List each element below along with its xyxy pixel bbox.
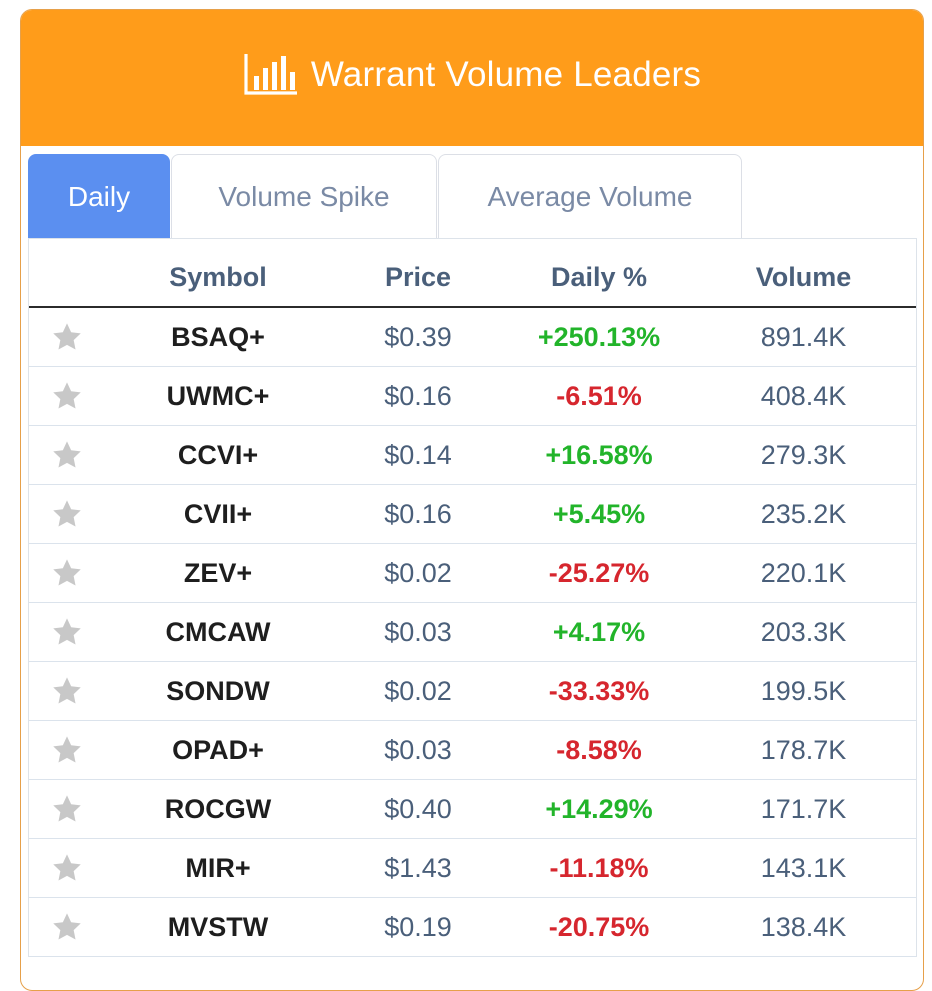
table-row[interactable]: ZEV+ $0.02 -25.27% 220.1K bbox=[29, 543, 916, 603]
volume-cell: 235.2K bbox=[691, 484, 916, 544]
watchlist-cell bbox=[29, 484, 107, 544]
watchlist-cell bbox=[29, 661, 107, 721]
table-row[interactable]: SONDW $0.02 -33.33% 199.5K bbox=[29, 661, 916, 721]
table-body: BSAQ+ $0.39 +250.13% 891.4K UWMC+ $0.16 -6.51%… bbox=[29, 307, 916, 957]
volume-cell: 279.3K bbox=[691, 425, 916, 485]
price-cell: $0.39 bbox=[329, 307, 507, 367]
table-row[interactable]: MIR+ $1.43 -11.18% 143.1K bbox=[29, 838, 916, 898]
volume-cell: 891.4K bbox=[691, 307, 916, 367]
price-cell: $0.03 bbox=[329, 720, 507, 780]
daily-pct-cell: -33.33% bbox=[507, 661, 691, 721]
star-icon[interactable] bbox=[51, 498, 83, 530]
price-cell: $1.43 bbox=[329, 838, 507, 898]
symbol-cell[interactable]: CVII+ bbox=[107, 484, 329, 544]
table-row[interactable]: CMCAW $0.03 +4.17% 203.3K bbox=[29, 602, 916, 662]
price-cell: $0.40 bbox=[329, 779, 507, 839]
column-header-daily-pct[interactable]: Daily % bbox=[507, 239, 691, 308]
symbol-cell[interactable]: MIR+ bbox=[107, 838, 329, 898]
watchlist-cell bbox=[29, 720, 107, 780]
star-icon[interactable] bbox=[51, 911, 83, 943]
symbol-cell[interactable]: ROCGW bbox=[107, 779, 329, 839]
watchlist-cell bbox=[29, 602, 107, 662]
watchlist-cell bbox=[29, 307, 107, 367]
star-icon[interactable] bbox=[51, 439, 83, 471]
price-cell: $0.16 bbox=[329, 366, 507, 426]
symbol-cell[interactable]: BSAQ+ bbox=[107, 307, 329, 367]
daily-pct-cell: -6.51% bbox=[507, 366, 691, 426]
table-row[interactable]: OPAD+ $0.03 -8.58% 178.7K bbox=[29, 720, 916, 780]
table-row[interactable]: UWMC+ $0.16 -6.51% 408.4K bbox=[29, 366, 916, 426]
column-header-volume[interactable]: Volume bbox=[691, 239, 916, 308]
warrant-volume-card: Warrant Volume Leaders Daily Volume Spik… bbox=[20, 9, 924, 991]
symbol-cell[interactable]: MVSTW bbox=[107, 897, 329, 957]
star-icon[interactable] bbox=[51, 321, 83, 353]
volume-cell: 178.7K bbox=[691, 720, 916, 780]
volume-cell: 408.4K bbox=[691, 366, 916, 426]
symbol-cell[interactable]: SONDW bbox=[107, 661, 329, 721]
table-row[interactable]: BSAQ+ $0.39 +250.13% 891.4K bbox=[29, 307, 916, 367]
daily-pct-cell: +16.58% bbox=[507, 425, 691, 485]
star-icon[interactable] bbox=[51, 675, 83, 707]
price-cell: $0.19 bbox=[329, 897, 507, 957]
table-row[interactable]: ROCGW $0.40 +14.29% 171.7K bbox=[29, 779, 916, 839]
price-cell: $0.14 bbox=[329, 425, 507, 485]
star-icon[interactable] bbox=[51, 793, 83, 825]
watchlist-cell bbox=[29, 838, 107, 898]
daily-pct-cell: +4.17% bbox=[507, 602, 691, 662]
table-row[interactable]: CVII+ $0.16 +5.45% 235.2K bbox=[29, 484, 916, 544]
price-cell: $0.03 bbox=[329, 602, 507, 662]
star-icon[interactable] bbox=[51, 616, 83, 648]
tab-average-volume[interactable]: Average Volume bbox=[438, 154, 742, 238]
volume-cell: 203.3K bbox=[691, 602, 916, 662]
card-title: Warrant Volume Leaders bbox=[310, 55, 702, 94]
price-cell: $0.16 bbox=[329, 484, 507, 544]
table-header-row: Symbol Price Daily % Volume bbox=[29, 239, 916, 308]
volume-cell: 171.7K bbox=[691, 779, 916, 839]
volume-cell: 199.5K bbox=[691, 661, 916, 721]
leaders-table: Symbol Price Daily % Volume BSAQ+ $0.39 +2… bbox=[29, 239, 916, 957]
daily-pct-cell: +14.29% bbox=[507, 779, 691, 839]
watchlist-cell bbox=[29, 779, 107, 839]
column-header-price[interactable]: Price bbox=[329, 239, 507, 308]
volume-cell: 138.4K bbox=[691, 897, 916, 957]
star-icon[interactable] bbox=[51, 852, 83, 884]
daily-pct-cell: -8.58% bbox=[507, 720, 691, 780]
bar-chart-icon bbox=[244, 54, 297, 95]
watchlist-cell bbox=[29, 897, 107, 957]
watchlist-cell bbox=[29, 425, 107, 485]
star-icon[interactable] bbox=[51, 557, 83, 589]
watchlist-cell bbox=[29, 366, 107, 426]
daily-pct-cell: -11.18% bbox=[507, 838, 691, 898]
price-cell: $0.02 bbox=[329, 543, 507, 603]
daily-pct-cell: -20.75% bbox=[507, 897, 691, 957]
tab-bar: Daily Volume Spike Average Volume bbox=[28, 153, 742, 238]
daily-pct-cell: +250.13% bbox=[507, 307, 691, 367]
price-cell: $0.02 bbox=[329, 661, 507, 721]
star-icon[interactable] bbox=[51, 380, 83, 412]
star-icon[interactable] bbox=[51, 734, 83, 766]
tab-volume-spike[interactable]: Volume Spike bbox=[171, 154, 437, 238]
volume-cell: 220.1K bbox=[691, 543, 916, 603]
symbol-cell[interactable]: UWMC+ bbox=[107, 366, 329, 426]
card-header: Warrant Volume Leaders bbox=[21, 10, 923, 146]
tab-daily[interactable]: Daily bbox=[28, 154, 170, 238]
symbol-cell[interactable]: CCVI+ bbox=[107, 425, 329, 485]
table-row[interactable]: MVSTW $0.19 -20.75% 138.4K bbox=[29, 897, 916, 957]
column-header-watch bbox=[29, 239, 107, 308]
symbol-cell[interactable]: CMCAW bbox=[107, 602, 329, 662]
leaders-table-container: Symbol Price Daily % Volume BSAQ+ $0.39 +2… bbox=[28, 238, 917, 957]
symbol-cell[interactable]: OPAD+ bbox=[107, 720, 329, 780]
watchlist-cell bbox=[29, 543, 107, 603]
daily-pct-cell: -25.27% bbox=[507, 543, 691, 603]
symbol-cell[interactable]: ZEV+ bbox=[107, 543, 329, 603]
volume-cell: 143.1K bbox=[691, 838, 916, 898]
daily-pct-cell: +5.45% bbox=[507, 484, 691, 544]
table-row[interactable]: CCVI+ $0.14 +16.58% 279.3K bbox=[29, 425, 916, 485]
column-header-symbol[interactable]: Symbol bbox=[107, 239, 329, 308]
